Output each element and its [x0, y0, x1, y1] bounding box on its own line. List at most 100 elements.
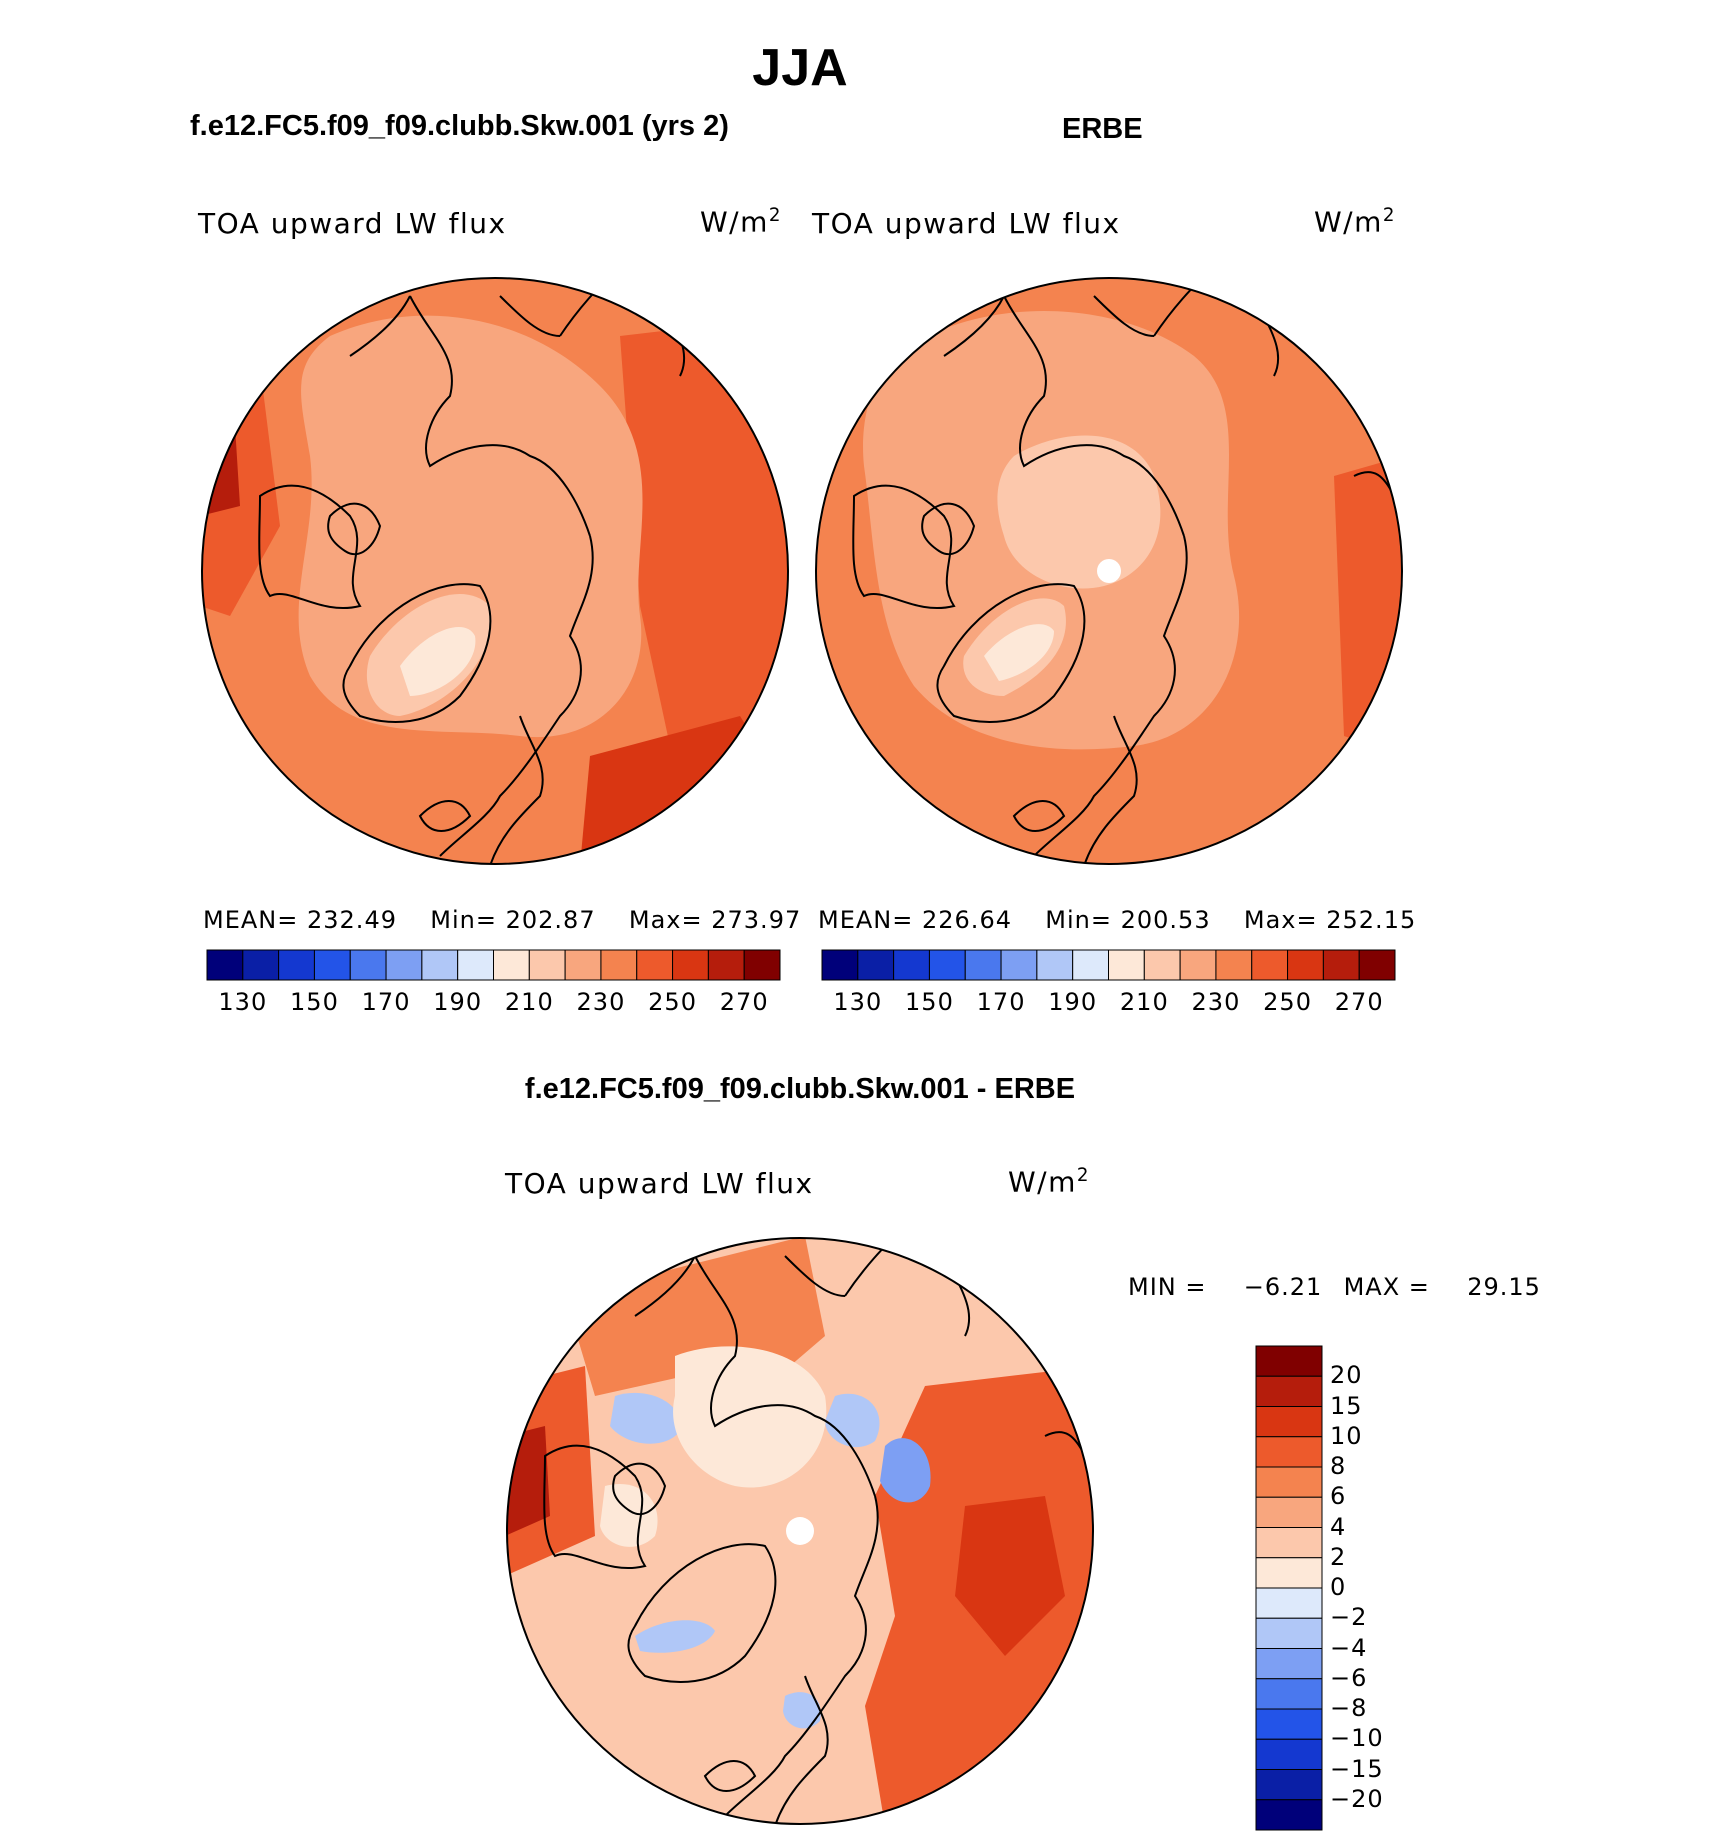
obs-colorbar-swatch [1215, 949, 1253, 981]
diff-colorbar-swatch [1255, 1587, 1323, 1619]
obs-colorbar-swatch [1143, 949, 1181, 981]
obs-mean-value: 226.64 [922, 906, 1012, 934]
obs-colorbar-swatch [1072, 949, 1109, 981]
obs-min-value: 200.53 [1120, 906, 1211, 934]
diff-panel-title: f.e12.FC5.f09_f09.clubb.Skw.001 - ERBE [524, 1073, 1076, 1105]
model-min-value: 202.87 [505, 906, 596, 934]
diff-colorbar-swatch [1255, 1406, 1323, 1438]
obs-polar-map [815, 277, 1403, 865]
diff-colorbar-tick-label: −4 [1330, 1633, 1368, 1662]
diff-colorbar-swatch [1255, 1738, 1323, 1770]
obs-colorbar-swatch [1036, 949, 1074, 981]
model-colorbar-swatch [457, 949, 494, 981]
obs-colorbar-swatch [1179, 949, 1217, 981]
diff-variable-label: TOA upward LW flux [505, 1167, 814, 1200]
diff-colorbar [1255, 1345, 1323, 1831]
obs-colorbar-labels: 130 150 170 190 210 230 250 270 [822, 988, 1395, 1018]
obs-colorbar-swatch [1358, 949, 1396, 981]
model-colorbar-tick-label: 250 [648, 988, 697, 1016]
diff-colorbar-tick-label: 10 [1330, 1421, 1363, 1450]
diff-colorbar-swatch [1255, 1557, 1323, 1589]
model-colorbar-labels: 130 150 170 190 210 230 250 270 [207, 988, 780, 1018]
model-units-label: W/m2 [700, 205, 782, 239]
obs-colorbar-tick-label: 250 [1263, 988, 1312, 1016]
obs-colorbar-tick-label: 170 [976, 988, 1026, 1016]
diff-stats: MIN = −6.21 MAX = 29.15 [1128, 1273, 1541, 1301]
diff-colorbar-tick-label: 15 [1330, 1391, 1363, 1420]
diff-field-east-hot [955, 1496, 1065, 1656]
diff-colorbar-tick-label: −10 [1330, 1724, 1384, 1753]
obs-max-label: Max= [1243, 906, 1318, 934]
model-colorbar-swatch [493, 949, 530, 981]
obs-colorbar-tick-label: 230 [1191, 988, 1241, 1016]
diff-colorbar-tick-label: 8 [1330, 1452, 1347, 1480]
model-colorbar-swatch [278, 949, 315, 981]
model-polar-map [201, 277, 789, 865]
obs-colorbar-swatch [1251, 949, 1289, 981]
model-mean-label: MEAN= [203, 906, 299, 934]
diff-min-value: −6.21 [1243, 1273, 1323, 1301]
model-colorbar [206, 949, 781, 981]
obs-colorbar-swatch [928, 949, 966, 981]
model-panel-title: f.e12.FC5.f09_f09.clubb.Skw.001 (yrs 2) [190, 110, 729, 142]
figure-title: JJA [752, 39, 848, 97]
diff-colorbar-swatch [1255, 1617, 1323, 1649]
diff-colorbar-tick-label: −8 [1330, 1694, 1368, 1722]
diff-map-boundary [506, 1237, 1094, 1825]
obs-colorbar-swatch [1108, 949, 1145, 981]
obs-units-label: W/m2 [1314, 205, 1396, 239]
model-mean-value: 232.49 [307, 906, 397, 934]
model-colorbar-swatch [707, 949, 745, 981]
model-colorbar-swatch [242, 949, 280, 981]
diff-colorbar-tick-label: 2 [1330, 1542, 1347, 1571]
diff-colorbar-tick-label: 6 [1330, 1482, 1347, 1511]
model-colorbar-tick-label: 210 [504, 988, 554, 1016]
obs-colorbar-tick-label: 130 [833, 988, 883, 1016]
diff-field-cold-2 [825, 1393, 880, 1448]
obs-pole-missing [1097, 559, 1121, 583]
model-colorbar-tick-label: 130 [218, 988, 268, 1016]
model-colorbar-swatch [600, 949, 638, 981]
model-colorbar-swatch [421, 949, 459, 981]
diff-colorbar-swatch [1255, 1769, 1323, 1801]
diff-pole-missing [786, 1517, 814, 1545]
diff-field-cold-4 [635, 1620, 715, 1653]
model-colorbar-swatch [672, 949, 709, 981]
obs-colorbar-tick-label: 150 [905, 988, 954, 1016]
model-colorbar-swatch [528, 949, 566, 981]
model-stats: MEAN= 232.49 Min= 202.87 Max= 273.97 [203, 906, 801, 934]
obs-colorbar-tick-label: 190 [1048, 988, 1098, 1016]
diff-colorbar-swatch [1255, 1708, 1323, 1740]
model-colorbar-swatch [636, 949, 674, 981]
model-colorbar-tick-label: 150 [290, 988, 339, 1016]
diff-min-label: MIN = [1128, 1273, 1207, 1301]
obs-variable-label: TOA upward LW flux [812, 207, 1121, 240]
model-max-value: 273.97 [711, 906, 802, 934]
obs-field-arctic-core [997, 435, 1161, 589]
obs-colorbar-swatch [857, 949, 895, 981]
obs-colorbar-tick-label: 270 [1334, 988, 1384, 1016]
diff-colorbar-tick-label: −6 [1330, 1663, 1368, 1692]
obs-colorbar [821, 949, 1396, 981]
diff-colorbar-swatch [1255, 1648, 1323, 1680]
obs-max-value: 252.15 [1326, 906, 1417, 934]
obs-min-label: Min= [1045, 906, 1112, 934]
diff-coastlines [543, 1238, 1086, 1824]
diff-field-cold-3 [880, 1438, 931, 1503]
model-colorbar-swatch [349, 949, 387, 981]
obs-colorbar-swatch [893, 949, 930, 981]
model-max-label: Max= [628, 906, 703, 934]
model-colorbar-tick-label: 190 [433, 988, 483, 1016]
model-colorbar-swatch [743, 949, 781, 981]
diff-max-label: MAX = [1343, 1273, 1430, 1301]
obs-colorbar-swatch [1287, 949, 1324, 981]
diff-units-label: W/m2 [1008, 1165, 1090, 1199]
diff-field-neutral-1 [673, 1346, 827, 1488]
model-field-arctic [298, 315, 643, 738]
model-field-greenland-core [400, 627, 476, 696]
model-colorbar-tick-label: 170 [361, 988, 411, 1016]
diff-colorbar-tick-label: −2 [1330, 1603, 1368, 1632]
obs-colorbar-swatch [1000, 949, 1038, 981]
diff-max-value: 29.15 [1467, 1273, 1541, 1301]
model-map-boundary [201, 277, 789, 865]
